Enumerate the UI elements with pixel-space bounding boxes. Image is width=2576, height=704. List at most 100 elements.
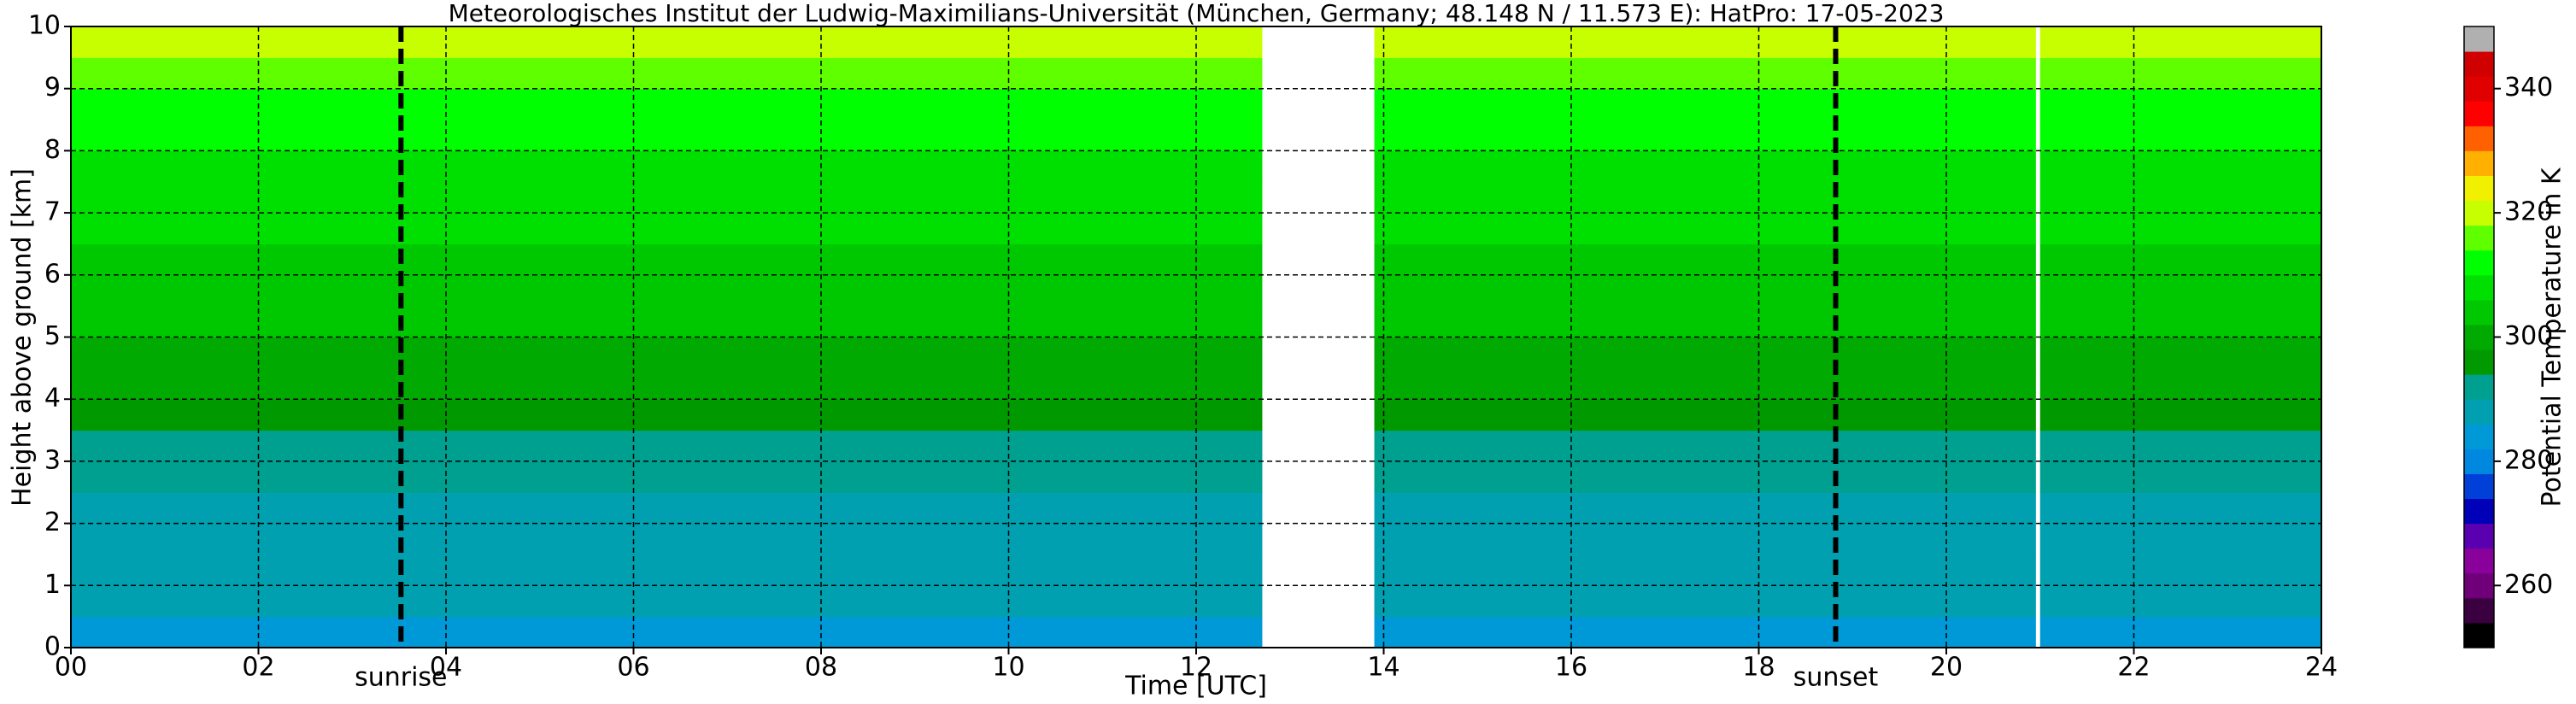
heatmap-cell	[1374, 213, 1666, 245]
heatmap-cell	[2039, 181, 2322, 214]
heatmap-cell	[1374, 26, 1666, 58]
colorbar-segment	[2464, 548, 2494, 574]
heatmap-cell	[1374, 585, 1666, 618]
heatmap-cell	[71, 585, 400, 618]
heatmap-cell	[961, 243, 1263, 276]
heatmap-cell	[1374, 430, 1666, 462]
heatmap-cell	[2039, 554, 2322, 586]
heatmap-cell	[1664, 88, 2036, 120]
heatmap-cell	[1664, 430, 2036, 462]
heatmap-cell	[961, 616, 1263, 648]
heatmap-cell	[399, 213, 681, 245]
heatmap-cell	[71, 554, 400, 586]
heatmap-cell	[2039, 150, 2322, 183]
colorbar-segment	[2464, 449, 2494, 474]
colorbar-segment	[2464, 249, 2494, 276]
x-tick-label: 24	[2305, 653, 2338, 683]
heatmap-cell	[1664, 585, 2036, 618]
heatmap-cell	[1664, 274, 2036, 307]
heatmap-cell	[1374, 554, 1666, 586]
annotation-label: sunrise	[355, 663, 447, 693]
heatmap-cell	[961, 274, 1263, 307]
heatmap-cell	[961, 461, 1263, 493]
x-tick-label: 00	[55, 653, 87, 683]
heatmap-cell	[2039, 120, 2322, 151]
colorbar-segment	[2464, 424, 2494, 449]
heatmap-cell	[1664, 616, 2036, 648]
heatmap-cell	[961, 585, 1263, 618]
heatmap-cell	[1664, 26, 2036, 58]
heatmap-cell	[2039, 430, 2322, 462]
heatmap-cell	[961, 337, 1263, 369]
colorbar-segment	[2464, 324, 2494, 350]
heatmap-cell	[71, 306, 400, 338]
heatmap-cell	[71, 616, 400, 648]
heatmap-cell	[1374, 399, 1666, 431]
heatmap-cell	[71, 150, 400, 183]
heatmap-cell	[399, 306, 681, 338]
heatmap-cell	[1664, 150, 2036, 183]
y-tick-label: 2	[44, 507, 61, 537]
heatmap-cell	[399, 399, 681, 431]
colorbar-segment	[2464, 26, 2494, 52]
heatmap-cell	[71, 88, 400, 120]
heatmap-cell	[961, 181, 1263, 214]
colorbar-segment	[2464, 572, 2494, 599]
y-tick-label: 6	[44, 259, 61, 289]
heatmap-cell	[399, 120, 681, 151]
heatmap-cell	[71, 430, 400, 462]
heatmap-cell	[71, 492, 400, 525]
heatmap-cell	[1664, 461, 2036, 493]
colorbar-segment	[2464, 150, 2494, 176]
heatmap-cell	[71, 274, 400, 307]
heatmap-cell	[1374, 57, 1666, 90]
y-tick-label: 7	[44, 197, 61, 227]
y-tick-label: 1	[44, 570, 61, 600]
annotation-label: sunset	[1793, 663, 1879, 693]
colorbar-segment	[2464, 200, 2494, 226]
heatmap-cell	[2039, 306, 2322, 338]
colorbar-segment	[2464, 622, 2494, 648]
heatmap-cell	[399, 585, 681, 618]
heatmap-cell	[2039, 26, 2322, 58]
heatmap-cell	[2039, 616, 2322, 648]
heatmap-cell	[71, 181, 400, 214]
heatmap-cell	[961, 523, 1263, 555]
heatmap-cell	[71, 367, 400, 400]
y-tick-label: 10	[28, 11, 61, 41]
heatmap-cell	[1664, 181, 2036, 214]
heatmap-cell	[399, 181, 681, 214]
x-tick-label: 14	[1367, 653, 1399, 683]
colorbar-segment	[2464, 349, 2494, 375]
heatmap-cell	[1374, 616, 1666, 648]
heatmap-cell	[399, 367, 681, 400]
heatmap-cell	[71, 461, 400, 493]
heatmap-cell	[2039, 213, 2322, 245]
heatmap-cell	[1374, 150, 1666, 183]
heatmap-cell	[2039, 399, 2322, 431]
heatmap-cell	[399, 57, 681, 90]
heatmap-cell	[71, 399, 400, 431]
colorbar-segment	[2464, 225, 2494, 251]
heatmap-cell	[1664, 523, 2036, 555]
x-tick-label: 04	[430, 653, 462, 683]
plot-frame	[70, 26, 2322, 648]
heatmap-cell	[1374, 523, 1666, 555]
heatmap-cell	[399, 150, 681, 183]
y-tick-label: 5	[44, 321, 61, 351]
heatmap-cell	[399, 243, 681, 276]
heatmap-cell	[961, 57, 1263, 90]
x-tick-label: 10	[992, 653, 1024, 683]
heatmap-cell	[1664, 120, 2036, 151]
heatmap-cell	[1374, 120, 1666, 151]
y-axis-label: Height above ground [km]	[8, 168, 38, 507]
heatmap-cell	[961, 213, 1263, 245]
x-tick-label: 12	[1180, 653, 1212, 683]
x-tick-label: 02	[242, 653, 274, 683]
heatmap-cell	[1374, 181, 1666, 214]
heatmap-cell	[399, 492, 681, 525]
y-tick-label: 0	[44, 632, 61, 662]
heatmap-cell	[1374, 306, 1666, 338]
heatmap-cell	[399, 554, 681, 586]
